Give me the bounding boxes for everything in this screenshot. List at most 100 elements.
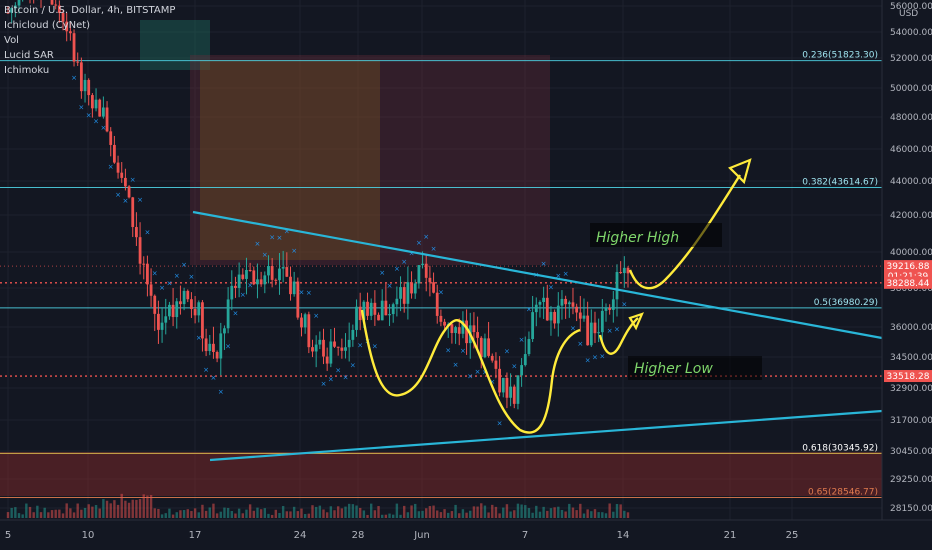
price-axis[interactable]: 56000.00 54000.00 52000.00 50000.00 48000.00…: [890, 2, 932, 514]
sar-dot: ×: [240, 291, 246, 299]
candle-body: [608, 307, 612, 310]
volume-bar: [619, 504, 622, 518]
sar-dot: ×: [570, 324, 576, 332]
candle-body: [17, 0, 21, 6]
volume-bar: [612, 511, 615, 518]
sar-dot: ×: [416, 239, 422, 247]
sar-dot: ×: [166, 279, 172, 287]
volume-bar: [116, 504, 120, 518]
volume-bar: [502, 507, 505, 518]
fib-label: 0.382(43614.67): [802, 178, 878, 188]
volume-bar: [292, 506, 296, 518]
ichimoku-cloud-orange: [200, 60, 380, 260]
volume-bar: [325, 512, 329, 518]
higher-high-arrow[interactable]: [628, 174, 742, 290]
volume-bar: [69, 508, 72, 518]
candle-body: [626, 267, 630, 274]
volume-bar: [531, 512, 534, 518]
candle-body: [146, 263, 149, 285]
sar-dot: ×: [577, 340, 583, 348]
candle-body: [116, 162, 120, 173]
volume-bar: [472, 506, 476, 518]
volume-bar: [6, 512, 10, 518]
indicator-ichicloud[interactable]: Ichicloud (CyNet): [4, 20, 91, 31]
candle-body: [516, 375, 520, 404]
sar-dot: ×: [306, 289, 312, 297]
volume-bar: [270, 514, 274, 518]
candle-body: [461, 320, 465, 334]
time-axis[interactable]: 5 10 17 24 28 Jun 7 14 21 25: [5, 530, 799, 541]
volume-bar: [204, 510, 208, 518]
time-tick-label: 21: [724, 530, 737, 541]
volume-bar: [425, 508, 428, 518]
volume-bar: [560, 509, 564, 518]
sar-dot: ×: [548, 283, 554, 291]
sar-dot: ×: [614, 325, 620, 333]
volume-bar: [487, 512, 490, 518]
candle-body: [153, 295, 157, 314]
price-tick-label: 54000.00: [890, 28, 932, 38]
candle-body: [175, 301, 179, 318]
sar-dot: ×: [225, 343, 231, 351]
sar-dot: ×: [247, 282, 253, 290]
volume-bar: [406, 512, 410, 518]
candle-body: [373, 302, 377, 315]
volume-bar: [388, 513, 391, 518]
price-tag-box: [884, 276, 932, 289]
upper-trendline[interactable]: [192, 210, 883, 340]
volume-bar: [626, 512, 630, 518]
indicator-ichimoku[interactable]: Ichimoku: [4, 65, 50, 76]
volume-bar: [403, 505, 406, 518]
inverse-head-shoulders-curve[interactable]: [360, 309, 581, 434]
sar-dot: ×: [299, 288, 305, 296]
volume-bar: [278, 512, 281, 518]
volume-bar: [414, 503, 417, 518]
lower-trendline[interactable]: [209, 409, 883, 462]
symbol-title[interactable]: Bitcoin / U.S. Dollar, 4h, BITSTAMP: [4, 5, 176, 16]
candle-body: [355, 306, 358, 330]
candle-body: [380, 300, 384, 321]
candle-body: [509, 386, 513, 398]
candle-body: [98, 99, 102, 117]
sar-dot: ×: [152, 269, 158, 277]
volume-bar: [14, 507, 17, 518]
candle-body: [351, 329, 355, 340]
sar-dot: ×: [460, 347, 466, 355]
candle-body: [560, 298, 564, 306]
volume-bar: [476, 506, 479, 518]
volume-bar: [307, 513, 311, 518]
sar-dot: ×: [262, 251, 268, 259]
sar-dot: ×: [343, 373, 349, 381]
volume-bar: [32, 512, 35, 518]
candle-body: [105, 107, 109, 132]
candle-body: [204, 338, 208, 352]
volume-bar: [571, 507, 575, 518]
volume-bar: [153, 508, 156, 518]
volume-bar: [608, 503, 611, 518]
candle-body: [336, 346, 340, 348]
candle-body: [83, 79, 87, 92]
candle-body: [542, 297, 546, 303]
volume-bar: [358, 507, 362, 518]
price-tick-label: 28150.00: [890, 504, 932, 514]
sar-dot: ×: [599, 352, 605, 360]
candle-body: [131, 197, 135, 228]
candle-body: [270, 265, 274, 280]
candle-body: [410, 282, 413, 294]
indicator-lucid-sar[interactable]: Lucid SAR: [4, 50, 54, 61]
volume-bar: [226, 507, 230, 518]
volume-bar: [252, 510, 255, 518]
higher-low-arrow[interactable]: [598, 317, 639, 355]
volume-bar: [87, 504, 90, 518]
time-tick-label: 28: [352, 530, 365, 541]
sar-dot: ×: [607, 327, 613, 335]
volume-bar: [432, 505, 435, 518]
sar-dot: ×: [409, 250, 415, 258]
candle-body: [171, 304, 175, 318]
candle-body: [622, 267, 626, 274]
cloud-zones: [0, 20, 882, 496]
volume-bar: [91, 506, 94, 518]
candle-body: [498, 368, 501, 393]
indicator-vol[interactable]: Vol: [4, 35, 19, 46]
